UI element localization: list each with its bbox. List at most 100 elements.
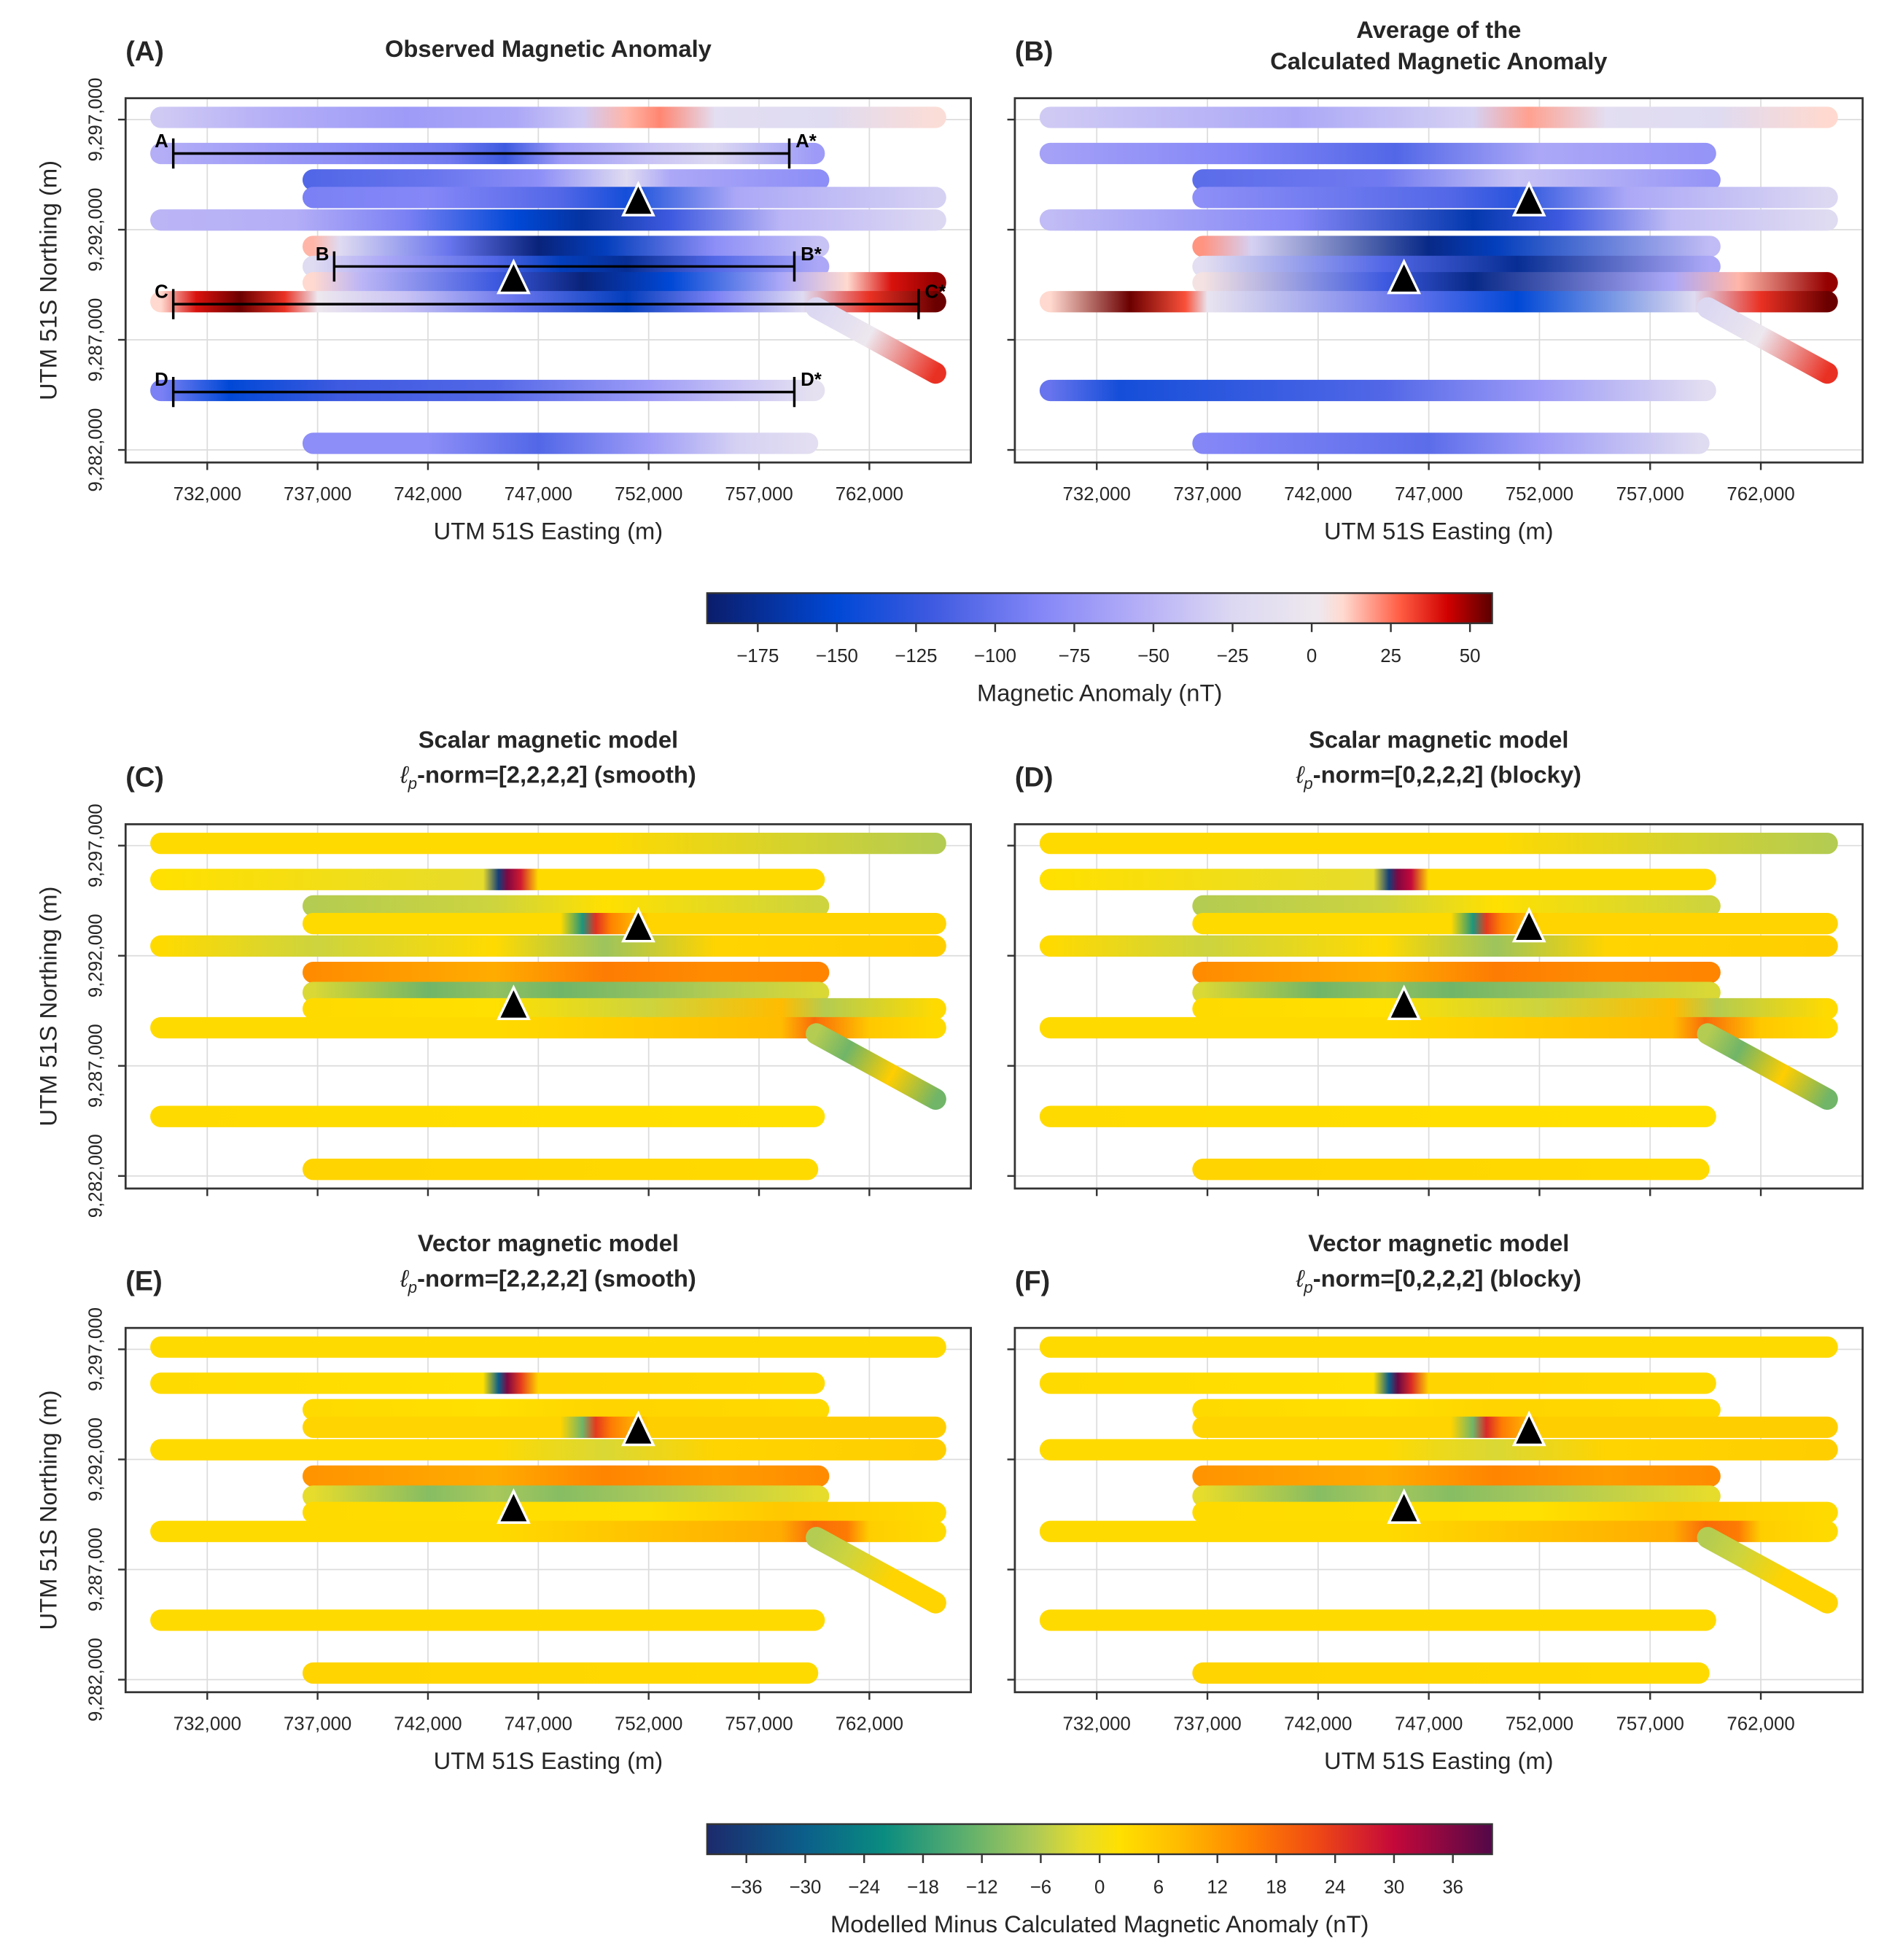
colorbar-tick-label: 36 xyxy=(1442,1877,1463,1897)
profile-end-label: D* xyxy=(801,370,822,390)
x-tick-label: 737,000 xyxy=(1173,1714,1241,1734)
profile-start-label: A xyxy=(155,131,168,152)
x-tick-label: 752,000 xyxy=(1506,1714,1573,1734)
axes-frame xyxy=(1013,823,1864,1190)
colorbar-tick-label: 30 xyxy=(1384,1877,1405,1897)
volcano-triangle-marker xyxy=(1387,258,1422,295)
x-tick-label: 742,000 xyxy=(394,484,462,505)
y-tick-label: 9,287,000 xyxy=(86,1528,106,1611)
colorbar-anomaly: −175 −150 −125 −100 −75 −50 −25 0 25 50 Magnetic A… xyxy=(706,592,1493,707)
colorbar-tick-label: 50 xyxy=(1460,646,1481,666)
panel-e: 732,000 737,000 742,000 747,000 752,000 757,0… xyxy=(35,1229,972,1774)
x-tick-label: 752,000 xyxy=(1506,484,1573,505)
x-tick-label: 762,000 xyxy=(1727,484,1794,505)
y-axis-label: UTM 51S Northing (m) xyxy=(35,1390,62,1630)
panel-letter: (C) xyxy=(125,763,164,793)
y-tick-label: 9,287,000 xyxy=(86,1024,106,1108)
panel-title: Calculated Magnetic Anomaly xyxy=(1270,47,1608,74)
axes-frame xyxy=(124,97,972,464)
y-tick-label: 9,282,000 xyxy=(86,1638,106,1722)
colorbar-tick-label: 6 xyxy=(1153,1877,1164,1897)
colorbar-tick-label: −18 xyxy=(907,1877,939,1897)
panel-d: (D)Scalar magnetic modelℓp-norm=[0,2,2,2… xyxy=(1007,726,1864,1197)
colorbar-gradient xyxy=(706,592,1493,624)
colorbar-residual: −36 −30 −24 −18 −12 −6 0 6 12 18 24 30 36 Modelled Mi… xyxy=(706,1823,1493,1937)
flight-lines xyxy=(1039,1336,1838,1684)
x-axis-label: UTM 51S Easting (m) xyxy=(434,517,663,544)
colorbar-tick-label: −175 xyxy=(736,646,779,666)
x-tick-label: 757,000 xyxy=(1616,484,1684,505)
colorbar-tick-label: −100 xyxy=(974,646,1016,666)
y-axis-label: UTM 51S Northing (m) xyxy=(35,887,62,1127)
x-tick-label: 732,000 xyxy=(174,1714,241,1734)
colorbars: −175 −150 −125 −100 −75 −50 −25 0 25 50 Magnetic A… xyxy=(706,592,1493,1937)
x-tick-label: 762,000 xyxy=(836,1714,903,1734)
volcano-triangle-marker xyxy=(1511,180,1546,217)
norm-text: -norm=[0,2,2,2] (blocky) xyxy=(1313,1264,1581,1291)
profile-end-label: C* xyxy=(925,281,946,302)
x-tick-label: 732,000 xyxy=(174,484,241,505)
x-tick-label: 762,000 xyxy=(836,484,903,505)
volcano-triangle-marker xyxy=(497,258,531,295)
panel-letter: (D) xyxy=(1015,763,1054,793)
panel-letter: (E) xyxy=(125,1266,163,1296)
panel-subtitle: ℓp-norm=[0,2,2,2] (blocky) xyxy=(1296,761,1581,793)
profile-line-c: C C* xyxy=(155,281,946,319)
panel-title: Average of the xyxy=(1356,16,1521,43)
y-tick-label: 9,292,000 xyxy=(86,1418,106,1501)
colorbar-tick-label: 0 xyxy=(1307,646,1317,666)
x-tick-label: 737,000 xyxy=(1173,484,1241,505)
p-subscript: p xyxy=(1303,774,1312,793)
colorbar-tick-label: 18 xyxy=(1266,1877,1287,1897)
panel-title: Vector magnetic model xyxy=(418,1229,679,1256)
flight-line-data xyxy=(806,297,946,384)
p-subscript: p xyxy=(1303,1278,1312,1296)
colorbar-tick-label: −25 xyxy=(1217,646,1249,666)
x-tick-label: 732,000 xyxy=(1063,484,1131,505)
ell-symbol: ℓ xyxy=(400,1264,409,1291)
panel-title: Observed Magnetic Anomaly xyxy=(385,35,712,62)
p-subscript: p xyxy=(408,1278,417,1296)
panel-f: 732,000 737,000 742,000 747,000 752,000 757,0… xyxy=(1007,1229,1864,1774)
profile-start-label: C xyxy=(155,281,168,302)
panel-c: 9,282,000 9,287,000 9,292,000 9,297,000 UTM … xyxy=(35,726,972,1218)
y-tick-label: 9,292,000 xyxy=(86,188,106,272)
y-tick-label: 9,282,000 xyxy=(86,408,106,492)
y-tick-label: 9,282,000 xyxy=(86,1134,106,1218)
y-tick-label: 9,297,000 xyxy=(86,804,106,887)
panel-subtitle: ℓp-norm=[0,2,2,2] (blocky) xyxy=(1296,1264,1581,1296)
norm-text: -norm=[2,2,2,2] (smooth) xyxy=(417,1264,696,1291)
ell-symbol: ℓ xyxy=(1296,1264,1305,1291)
norm-text: -norm=[2,2,2,2] (smooth) xyxy=(417,761,696,788)
x-tick-label: 742,000 xyxy=(1284,1714,1352,1734)
profile-start-label: D xyxy=(155,370,168,390)
colorbar-tick-label: −12 xyxy=(966,1877,998,1897)
x-tick-label: 762,000 xyxy=(1727,1714,1794,1734)
x-tick-label: 732,000 xyxy=(1063,1714,1131,1734)
y-tick-label: 9,287,000 xyxy=(86,298,106,382)
flight-lines xyxy=(1039,833,1838,1181)
y-axis-label: UTM 51S Northing (m) xyxy=(35,160,62,400)
panel-letter: (A) xyxy=(125,36,164,67)
profile-start-label: B xyxy=(316,244,330,265)
panel-subtitle: ℓp-norm=[2,2,2,2] (smooth) xyxy=(400,1264,696,1296)
profile-line-a: A A* xyxy=(155,131,817,169)
flight-line-data xyxy=(1697,1023,1838,1110)
x-axis-label: UTM 51S Easting (m) xyxy=(1324,517,1554,544)
flight-lines xyxy=(150,833,946,1181)
colorbar-tick-label: −75 xyxy=(1059,646,1091,666)
panel-b: 732,000 737,000 742,000 747,000 752,000 757,0… xyxy=(1007,16,1864,544)
panel-title: Scalar magnetic model xyxy=(419,726,678,752)
panel-letter: (B) xyxy=(1015,36,1054,67)
flight-line-data xyxy=(806,1023,946,1110)
colorbar-tick-label: 24 xyxy=(1325,1877,1346,1897)
x-tick-label: 757,000 xyxy=(725,484,793,505)
x-axis-label: UTM 51S Easting (m) xyxy=(1324,1747,1554,1774)
flight-lines xyxy=(150,106,946,454)
colorbar-tick-label: 12 xyxy=(1207,1877,1228,1897)
x-tick-label: 747,000 xyxy=(1395,484,1463,505)
x-tick-label: 747,000 xyxy=(1395,1714,1463,1734)
x-tick-label: 757,000 xyxy=(725,1714,793,1734)
colorbar-tick-label: −36 xyxy=(731,1877,763,1897)
